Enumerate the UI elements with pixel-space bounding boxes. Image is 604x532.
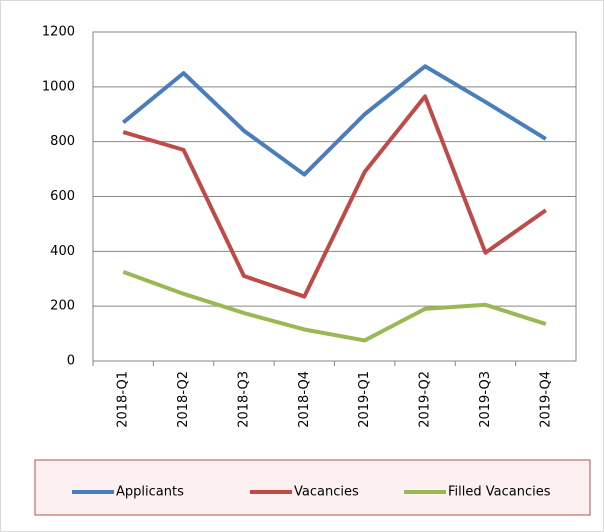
y-tick-label: 200 bbox=[50, 299, 75, 314]
legend-label: Filled Vacancies bbox=[448, 485, 551, 500]
x-tick-label: 2018-Q3 bbox=[236, 371, 251, 428]
x-tick-label: 2019-Q4 bbox=[538, 371, 553, 428]
y-tick-label: 0 bbox=[67, 354, 75, 369]
y-tick-label: 1000 bbox=[42, 79, 75, 94]
y-tick-label: 600 bbox=[50, 189, 75, 204]
y-tick-label: 800 bbox=[50, 134, 75, 149]
legend-label: Applicants bbox=[116, 485, 184, 500]
x-tick-label: 2019-Q3 bbox=[478, 371, 493, 428]
legend-box bbox=[34, 459, 591, 516]
y-tick-label: 1200 bbox=[42, 25, 75, 40]
x-tick-label: 2019-Q2 bbox=[418, 371, 433, 428]
y-tick-label: 400 bbox=[50, 244, 75, 259]
legend-label: Vacancies bbox=[294, 485, 359, 500]
series-line bbox=[122, 94, 547, 299]
x-tick-label: 2018-Q1 bbox=[116, 371, 131, 428]
x-tick-label: 2019-Q1 bbox=[357, 371, 372, 428]
x-tick-label: 2018-Q2 bbox=[176, 371, 191, 428]
x-tick-label: 2018-Q4 bbox=[297, 371, 312, 428]
series-line bbox=[121, 64, 547, 177]
series-line bbox=[122, 270, 547, 343]
